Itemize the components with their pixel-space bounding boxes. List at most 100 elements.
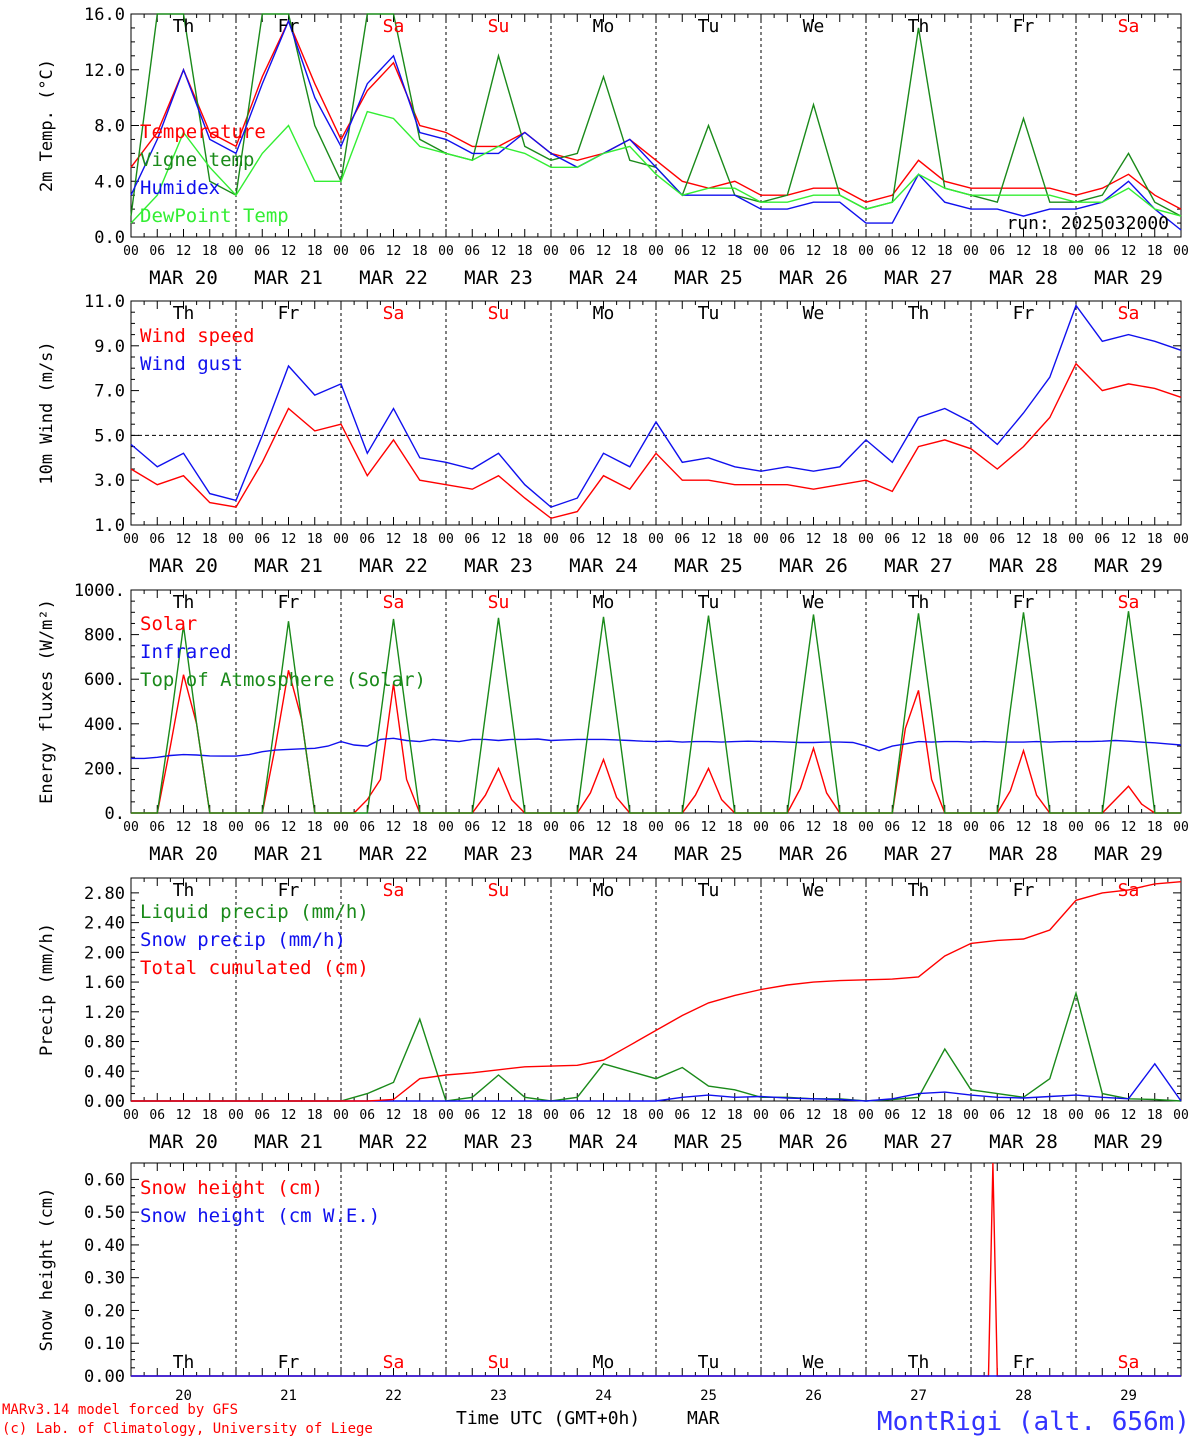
x-hour-label: 06 [884, 244, 900, 259]
weekday-label: Tu [698, 1352, 720, 1373]
x-hour-label: 06 [464, 244, 480, 259]
x-hour-label: 18 [202, 1108, 218, 1123]
weekday-label: Mo [593, 303, 615, 324]
y-tick-label: 16.0 [84, 5, 125, 25]
y-tick-label: 1.0 [94, 516, 125, 536]
y-tick-label: 800. [84, 626, 125, 646]
x-hour-label: 00 [648, 1108, 664, 1123]
weekday-label: Fr [1013, 1352, 1035, 1373]
x-date-label: MAR 25 [674, 267, 743, 289]
x-hour-label: 12 [1121, 1108, 1137, 1123]
x-date-label: MAR 23 [464, 555, 533, 577]
footer-model-note: MARv3.14 model forced by GFS [2, 1402, 238, 1418]
x-hour-label: 18 [1042, 532, 1058, 547]
x-hour-label: 00 [333, 1108, 349, 1123]
x-hour-label: 06 [989, 1108, 1005, 1123]
x-hour-label: 06 [464, 1108, 480, 1123]
x-hour-label: 00 [333, 244, 349, 259]
x-hour-label: 12 [911, 532, 927, 547]
x-date-label: MAR 20 [149, 1131, 218, 1153]
x-date-label: MAR 25 [674, 1131, 743, 1153]
x-hour-label: 00 [1173, 532, 1189, 547]
panel-energy: 0. 200. 400. 600. 800. 1000. Energy fluxes (W/… [37, 581, 1189, 865]
y-tick-label: 0.30 [84, 1269, 125, 1289]
x-hour-label: 06 [359, 1108, 375, 1123]
y-tick-label: 2.40 [84, 914, 125, 934]
x-hour-label: 18 [937, 1108, 953, 1123]
x-hour-label: 18 [727, 1108, 743, 1123]
x-hour-label: 00 [228, 1108, 244, 1123]
x-day-number: 26 [805, 1388, 822, 1404]
x-hour-label: 18 [1042, 820, 1058, 835]
x-hour-label: 18 [622, 532, 638, 547]
x-hour-label: 12 [596, 532, 612, 547]
x-date-label: MAR 29 [1094, 843, 1163, 865]
weekday-label: We [803, 592, 825, 613]
weekday-label: Tu [698, 880, 720, 901]
x-hour-label: 00 [543, 1108, 559, 1123]
x-hour-label: 00 [648, 532, 664, 547]
x-hour-label: 00 [963, 532, 979, 547]
x-date-label: MAR 28 [989, 267, 1058, 289]
x-hour-label: 00 [1173, 1108, 1189, 1123]
x-hour-label: 06 [674, 820, 690, 835]
weekday-label: We [803, 880, 825, 901]
series-line-temperature [130, 19, 1182, 210]
weekday-label: Fr [278, 303, 300, 324]
x-hour-label: 12 [491, 820, 507, 835]
x-hour-label: 12 [281, 244, 297, 259]
series-line-humidex [130, 19, 1182, 231]
legend-entry: DewPoint Temp [140, 205, 289, 227]
x-hour-label: 06 [149, 532, 165, 547]
x-hour-label: 06 [779, 820, 795, 835]
x-date-label: MAR 25 [674, 843, 743, 865]
weekday-label: Th [173, 1352, 195, 1373]
x-day-number: 27 [910, 1388, 927, 1404]
weekday-label: Sa [1118, 303, 1140, 324]
x-date-label: MAR 26 [779, 1131, 848, 1153]
x-hour-label: 00 [228, 820, 244, 835]
x-hour-label: 00 [543, 532, 559, 547]
x-hour-label: 12 [281, 1108, 297, 1123]
x-hour-label: 06 [884, 820, 900, 835]
weekday-label: Su [488, 1352, 510, 1373]
x-hour-label: 12 [491, 532, 507, 547]
x-hour-label: 06 [674, 532, 690, 547]
x-hour-label: 12 [386, 244, 402, 259]
x-hour-label: 18 [412, 820, 428, 835]
x-hour-label: 06 [989, 820, 1005, 835]
x-hour-label: 18 [727, 532, 743, 547]
x-hour-label: 12 [596, 820, 612, 835]
x-hour-label: 12 [1121, 532, 1137, 547]
x-hour-label: 12 [596, 1108, 612, 1123]
x-hour-label: 12 [176, 820, 192, 835]
legend-entry: Snow height (cm) [140, 1177, 323, 1199]
x-hour-label: 18 [1147, 244, 1163, 259]
x-hour-label: 00 [123, 820, 139, 835]
x-hour-label: 00 [963, 1108, 979, 1123]
weekday-label: Su [488, 880, 510, 901]
x-hour-label: 00 [1173, 244, 1189, 259]
x-hour-label: 12 [806, 820, 822, 835]
weekday-label: Sa [383, 592, 405, 613]
x-hour-label: 18 [517, 820, 533, 835]
x-hour-label: 18 [727, 820, 743, 835]
legend-entry: Wind speed [140, 325, 254, 347]
x-hour-label: 06 [989, 244, 1005, 259]
series-line-top-of-atmosphere-solar- [131, 611, 1181, 814]
x-hour-label: 00 [1068, 820, 1084, 835]
x-date-label: MAR 27 [884, 555, 953, 577]
x-hour-label: 18 [622, 820, 638, 835]
weekday-label: Mo [593, 1352, 615, 1373]
x-hour-label: 06 [1094, 1108, 1110, 1123]
panel-snow: 0.00 0.10 0.20 0.30 0.40 0.50 0.60 Snow height … [37, 1162, 1182, 1404]
x-hour-label: 18 [832, 1108, 848, 1123]
run-label: run: 2025032000 [1006, 213, 1169, 234]
weekday-label: Sa [1118, 592, 1140, 613]
legend-entry: Top of Atmosphere (Solar) [140, 669, 426, 691]
x-hour-label: 06 [779, 532, 795, 547]
x-date-label: MAR 20 [149, 555, 218, 577]
legend-entry: Humidex [140, 177, 220, 199]
x-hour-label: 18 [937, 532, 953, 547]
legend-entry: Temperature [140, 121, 266, 143]
